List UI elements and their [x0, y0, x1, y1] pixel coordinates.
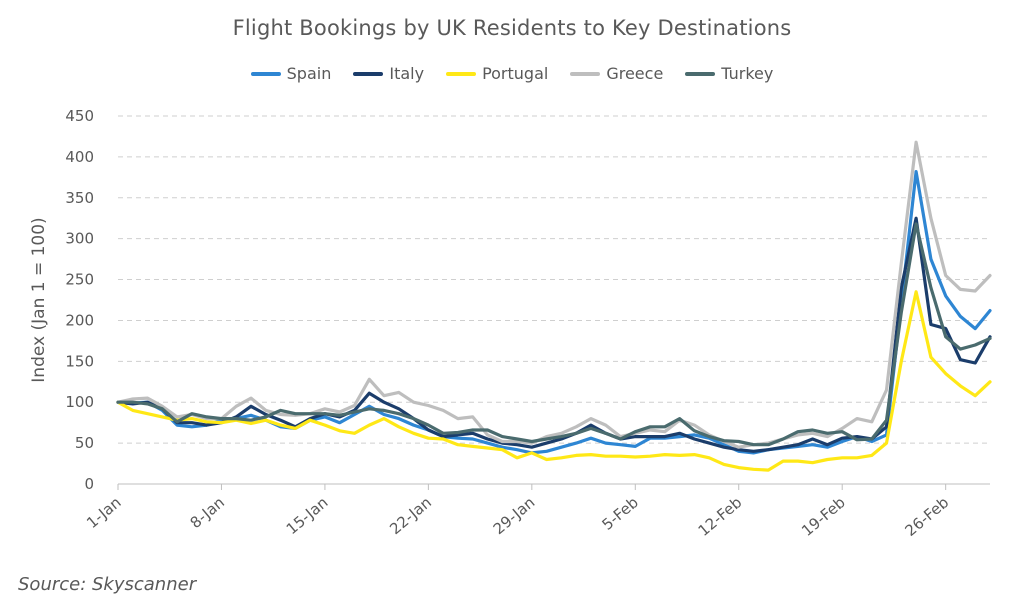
y-tick-label: 350 — [65, 189, 94, 207]
legend-item-portugal: Portugal — [446, 64, 548, 83]
legend-item-spain: Spain — [250, 64, 332, 83]
legend-swatch — [250, 71, 281, 76]
x-tick-label: 19-Feb — [798, 493, 849, 540]
x-tick-label: 26-Feb — [902, 493, 953, 540]
series-line-greece — [116, 140, 992, 449]
legend: Spain Italy Portugal Greece Turkey — [0, 64, 1024, 83]
y-tick-label: 0 — [84, 475, 94, 493]
x-tick-label: 12-Feb — [695, 493, 746, 540]
legend-swatch — [446, 71, 477, 76]
y-tick-label: 50 — [75, 434, 94, 452]
y-axis-title: Index (Jan 1 = 100) — [29, 217, 49, 382]
legend-item-greece: Greece — [570, 64, 663, 83]
y-tick-label: 300 — [65, 230, 94, 248]
legend-item-italy: Italy — [353, 64, 424, 83]
legend-swatch — [570, 71, 601, 76]
y-tick-label: 200 — [65, 311, 94, 329]
series-line-portugal — [116, 290, 992, 472]
x-tick-label: 8-Jan — [187, 493, 228, 532]
series-line-italy — [116, 216, 992, 453]
legend-label: Portugal — [482, 64, 549, 83]
y-tick-label: 250 — [65, 271, 94, 289]
series-line-turkey — [116, 222, 992, 447]
legend-label: Turkey — [721, 64, 774, 83]
x-tick-label: 15-Jan — [283, 493, 332, 538]
x-tick-label: 29-Jan — [490, 493, 539, 538]
y-tick-label: 150 — [65, 352, 94, 370]
source-note: Source: Skyscanner — [18, 574, 197, 595]
legend-label: Greece — [606, 64, 664, 83]
legend-label: Italy — [389, 64, 425, 83]
legend-swatch — [685, 71, 716, 76]
y-tick-label: 450 — [65, 107, 94, 125]
x-tick-label: 5-Feb — [598, 493, 641, 533]
legend-item-turkey: Turkey — [685, 64, 773, 83]
x-tick-label: 1-Jan — [83, 493, 124, 532]
chart-title: Flight Bookings by UK Residents to Key D… — [232, 16, 792, 40]
legend-swatch — [353, 71, 384, 76]
y-tick-label: 100 — [65, 393, 94, 411]
legend-label: Spain — [286, 64, 332, 83]
x-tick-label: 22-Jan — [386, 493, 435, 538]
series-line-spain — [116, 170, 992, 455]
y-tick-label: 400 — [65, 148, 94, 166]
